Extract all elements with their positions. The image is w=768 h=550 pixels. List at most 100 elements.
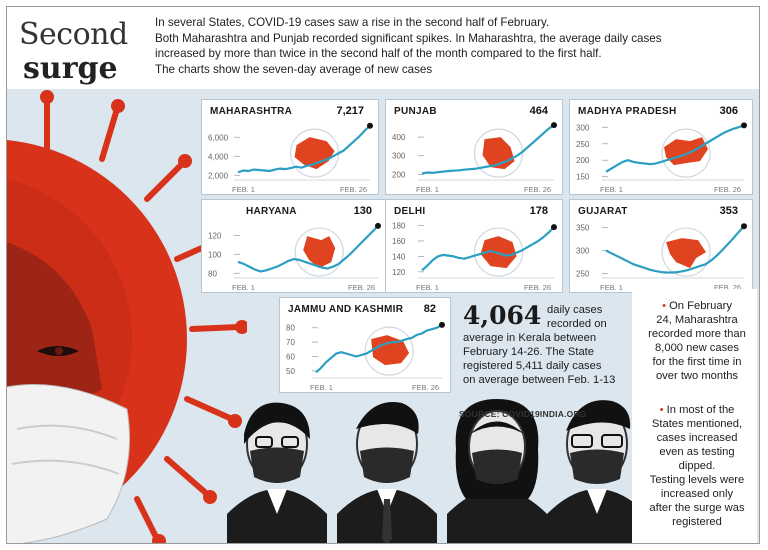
y-tick-label: 200 — [392, 170, 406, 179]
note-line: registered — [672, 516, 722, 528]
y-tick-label: 300 — [392, 152, 406, 161]
chart-end-value: 353 — [719, 205, 738, 217]
chart-end-value: 306 — [719, 105, 738, 117]
kerala-line: on average between Feb. 1-13 — [463, 374, 616, 386]
note-line: 8,000 new cases — [655, 342, 739, 354]
note-line: cases increased — [656, 432, 738, 444]
end-point — [551, 224, 557, 231]
chart-title: JAMMU AND KASHMIR — [288, 304, 404, 315]
person-3-icon — [447, 399, 547, 543]
intro-line: Both Maharashtra and Punjab recorded sig… — [155, 31, 662, 45]
note-line: even as testing — [659, 446, 735, 458]
x-start-label: FEB. 1 — [232, 283, 255, 292]
x-start-label: FEB. 1 — [416, 185, 439, 194]
bullet-icon: • — [659, 404, 664, 416]
y-tick-label: 6,000 — [208, 133, 229, 142]
kerala-big-number: 4,064 — [463, 301, 542, 330]
chart-end-value: 178 — [529, 205, 548, 217]
state-map-icon — [666, 238, 707, 269]
note-line: after the surge was — [649, 502, 745, 514]
line-chart: 300 250 200 150 FEB. 1 FEB. 26 — [576, 122, 747, 194]
person-4-icon — [547, 400, 642, 543]
chart-card-madhya-pradesh: MADHYA PRADESH 306 300 250 200 150 FEB. 1 FEB. … — [569, 99, 753, 195]
y-tick-label: 150 — [576, 173, 590, 182]
chart-card-gujarat: GUJARAT 353 350 300 250 FEB. 1 FEB. 26 — [569, 199, 753, 293]
person-2-icon — [337, 402, 437, 543]
kerala-line: recorded on — [547, 318, 607, 330]
virus-illustration — [7, 90, 247, 543]
end-point — [439, 321, 445, 328]
chart-title: DELHI — [394, 206, 426, 217]
x-start-label: FEB. 1 — [600, 283, 623, 292]
header: Second surge In several States, COVID-19… — [7, 7, 759, 89]
chart-title: MADHYA PRADESH — [578, 106, 677, 117]
kerala-line: registered 5,411 daily cases — [463, 360, 602, 372]
chart-title: PUNJAB — [394, 106, 437, 117]
virus-spike-icon — [44, 96, 242, 542]
note-line: In most of the — [666, 404, 735, 416]
series-line — [315, 323, 443, 374]
end-point — [367, 122, 373, 129]
x-end-label: FEB. 26 — [714, 283, 741, 292]
x-start-label: FEB. 1 — [232, 185, 255, 194]
y-tick-label: 250 — [576, 140, 590, 149]
line-chart: 350 300 250 FEB. 1 FEB. 26 — [576, 223, 747, 292]
note-line: increased only — [660, 488, 734, 500]
note-line: 24, Maharashtra — [656, 314, 738, 326]
y-tick-label: 120 — [208, 231, 222, 240]
chart-end-value: 7,217 — [336, 105, 364, 117]
chart-title: GUJARAT — [578, 206, 628, 217]
y-tick-label: 4,000 — [208, 152, 229, 161]
infographic: Second surge In several States, COVID-19… — [6, 6, 760, 544]
y-tick-label: 60 — [286, 352, 295, 361]
note-line: for the first time in — [652, 356, 742, 368]
note-line: recorded more than — [648, 328, 746, 340]
y-tick-label: 80 — [208, 269, 217, 278]
mask-icon — [7, 384, 130, 543]
main-panel: MAHARASHTRA 7,217 6,000 4,000 2,000 FEB. 1 FEB… — [7, 89, 759, 543]
line-chart: 80 70 60 50 FEB. 1 FEB. 26 — [286, 321, 445, 392]
y-tick-label: 50 — [286, 367, 295, 376]
x-start-label: FEB. 1 — [416, 283, 439, 292]
y-tick-label: 140 — [392, 252, 406, 261]
bullet-icon: • — [662, 300, 666, 312]
chart-title: HARYANA — [246, 206, 297, 217]
y-tick-label: 350 — [576, 224, 590, 233]
chart-title: MAHARASHTRA — [210, 106, 293, 117]
series-line — [237, 124, 371, 174]
state-map-icon — [480, 236, 517, 269]
chart-card-punjab: PUNJAB 464 400 300 200 FEB. 1 FEB. 26 — [385, 99, 563, 195]
chart-card-maharashtra: MAHARASHTRA 7,217 6,000 4,000 2,000 FEB. 1 FEB… — [201, 99, 379, 195]
line-chart: 400 300 200 FEB. 1 FEB. 26 — [392, 122, 557, 194]
y-tick-label: 100 — [208, 250, 222, 259]
masked-people-illustration — [227, 399, 642, 543]
x-start-label: FEB. 1 — [600, 185, 623, 194]
x-end-label: FEB. 26 — [412, 383, 439, 392]
chart-end-value: 130 — [353, 205, 372, 217]
kerala-text: daily cases recorded on average in Keral… — [463, 303, 633, 387]
x-end-label: FEB. 26 — [348, 283, 375, 292]
kerala-line: daily cases — [547, 304, 603, 316]
intro-text: In several States, COVID-19 cases saw a … — [155, 15, 745, 77]
y-tick-label: 120 — [392, 268, 406, 277]
note-line: States mentioned, — [651, 418, 743, 430]
y-tick-label: 300 — [576, 123, 590, 132]
y-tick-label: 300 — [576, 247, 590, 256]
state-map-icon — [303, 236, 336, 269]
end-point — [741, 223, 747, 230]
chart-end-value: 464 — [529, 105, 548, 117]
x-start-label: FEB. 1 — [310, 383, 333, 392]
line-chart: 120 100 80 FEB. 1 FEB. 26 — [208, 222, 381, 292]
series-line — [421, 124, 555, 175]
title-line-2: surge — [23, 51, 118, 86]
series-line — [237, 225, 379, 273]
note-line: Testing levels were — [649, 474, 745, 486]
y-tick-label: 400 — [392, 133, 406, 142]
face-shadow — [7, 242, 102, 419]
state-map-icon — [371, 335, 410, 366]
line-chart: 180 160 140 120 FEB. 1 FEB. 26 — [392, 222, 557, 292]
series-line — [605, 225, 745, 274]
note-line: over two months — [655, 370, 739, 382]
series-line — [421, 226, 555, 272]
